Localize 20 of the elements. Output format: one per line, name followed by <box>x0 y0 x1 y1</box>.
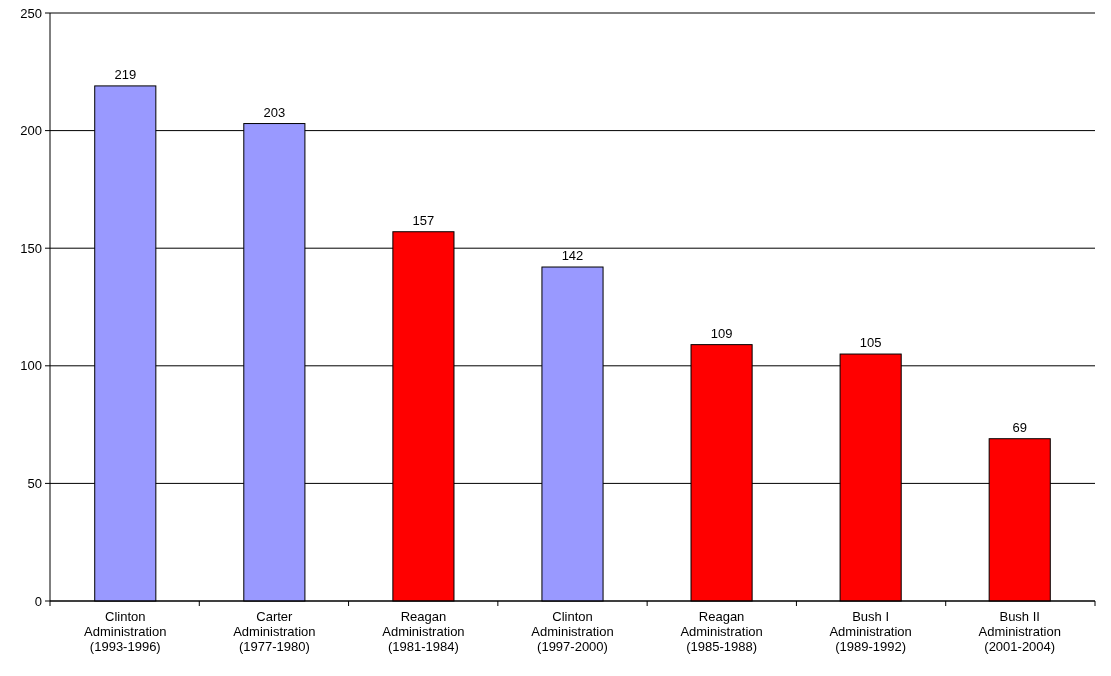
y-tick-label: 200 <box>20 123 42 139</box>
data-label: 142 <box>561 248 584 264</box>
data-label: 157 <box>412 212 435 228</box>
x-tick-label: Bush I Administration (1989-1992) <box>829 609 912 654</box>
y-tick-label: 0 <box>34 593 42 609</box>
y-tick-label: 50 <box>27 475 42 491</box>
data-label: 203 <box>263 104 286 120</box>
y-tick-label: 250 <box>20 5 42 21</box>
y-tick-label: 100 <box>20 358 42 374</box>
x-tick-label: Reagan Administration (1981-1984) <box>382 609 465 654</box>
x-tick-label: Bush II Administration (2001-2004) <box>978 609 1061 654</box>
x-tick-label: Clinton Administration (1997-2000) <box>531 609 614 654</box>
x-tick-label: Clinton Administration (1993-1996) <box>84 609 167 654</box>
x-tick-label: Reagan Administration (1985-1988) <box>680 609 763 654</box>
data-label: 69 <box>1012 419 1027 435</box>
x-tick-label: Carter Administration (1977-1980) <box>233 609 316 654</box>
y-tick-label: 150 <box>20 240 42 256</box>
data-label: 109 <box>710 325 733 341</box>
data-label: 105 <box>859 335 882 351</box>
data-label: 219 <box>114 66 137 82</box>
